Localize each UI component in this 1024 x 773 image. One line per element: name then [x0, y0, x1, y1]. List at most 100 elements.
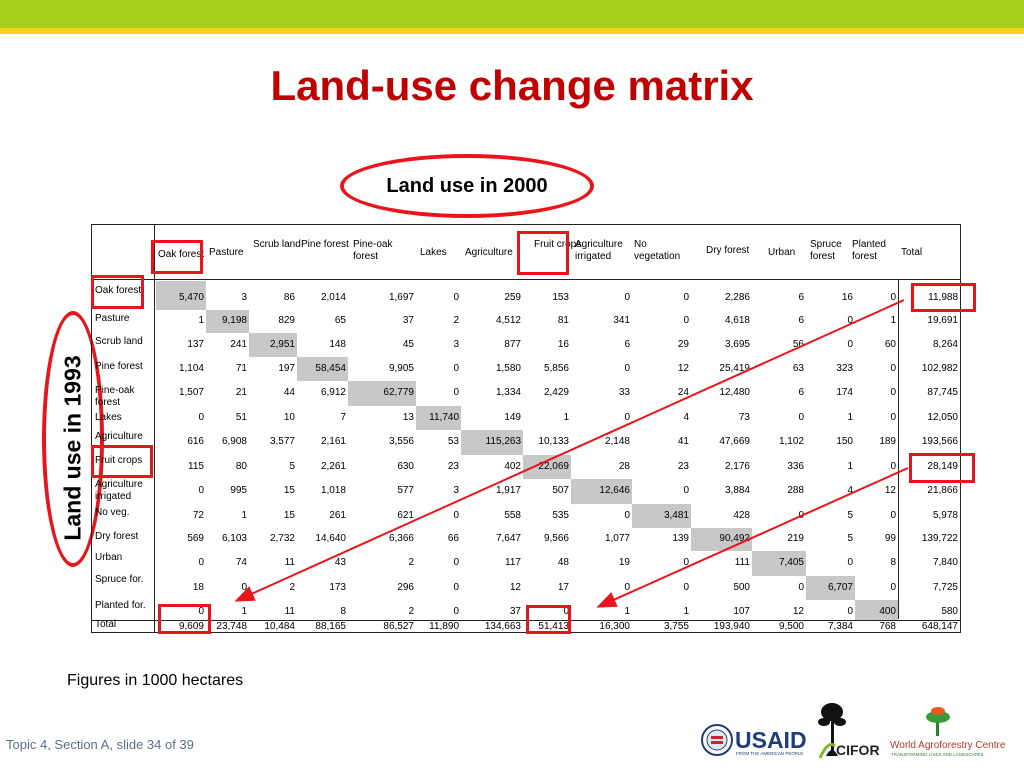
matrix-cell: 12 — [792, 606, 804, 617]
matrix-cell: 1,917 — [495, 485, 521, 496]
row-header: Scrub land — [95, 336, 143, 347]
matrix-cell: 7,405 — [778, 557, 804, 568]
matrix-cell: 877 — [504, 339, 521, 350]
column-header: Agriculture — [465, 247, 513, 258]
column-header: Scrub land — [253, 239, 301, 250]
matrix-cell: 2 — [453, 315, 459, 326]
matrix-cell: 1 — [890, 315, 896, 326]
matrix-cell: 15 — [283, 510, 295, 521]
matrix-cell: 6 — [624, 339, 630, 350]
matrix-cell: 1,104 — [178, 363, 204, 374]
matrix-cell: 0 — [198, 485, 204, 496]
highlight-fruit-crops-row — [91, 445, 153, 478]
matrix-cell: 0 — [890, 510, 896, 521]
matrix-cell: 1 — [563, 412, 569, 423]
matrix-cell: 5,856 — [543, 363, 569, 374]
label-column-divider — [154, 225, 155, 632]
matrix-cell: 4,512 — [495, 315, 521, 326]
matrix-cell: 17 — [557, 582, 569, 593]
header-band-yellow — [0, 28, 1024, 34]
land-use-1993-label: Land use in 1993 — [59, 355, 86, 541]
icraf-tree-icon — [926, 707, 950, 736]
matrix-cell: 0 — [683, 582, 689, 593]
diagonal-shade — [156, 281, 206, 310]
matrix-cell: 193,940 — [713, 621, 750, 632]
matrix-cell: 80 — [235, 461, 247, 472]
column-header: Pine forest — [301, 239, 349, 250]
matrix-cell: 1 — [198, 315, 204, 326]
usaid-tagline: FROM THE AMERICAN PEOPLE — [736, 751, 803, 756]
matrix-cell: 6 — [798, 292, 804, 303]
matrix-cell: 0 — [198, 606, 204, 617]
highlight-fruit-crops-total — [909, 453, 975, 483]
matrix-cell: 139,722 — [921, 533, 958, 544]
highlight-oak-forest-total — [911, 283, 976, 312]
matrix-cell: 558 — [504, 510, 521, 521]
matrix-cell: 1,018 — [320, 485, 346, 496]
matrix-cell: 0 — [453, 582, 459, 593]
matrix-cell: 86,527 — [383, 621, 414, 632]
matrix-cell: 402 — [504, 461, 521, 472]
matrix-cell: 1,077 — [604, 533, 630, 544]
matrix-cell: 0 — [798, 510, 804, 521]
matrix-cell: 9,198 — [221, 315, 247, 326]
highlight-oak-forest-row — [91, 275, 144, 309]
matrix-cell: 6 — [798, 387, 804, 398]
matrix-cell: 0 — [890, 582, 896, 593]
matrix-cell: 3 — [453, 339, 459, 350]
row-header: Total — [95, 619, 117, 630]
matrix-cell: 1 — [241, 606, 247, 617]
matrix-cell: 0 — [890, 461, 896, 472]
matrix-cell: 8,264 — [932, 339, 958, 350]
matrix-cell: 62,779 — [383, 387, 414, 398]
matrix-cell: 148 — [329, 339, 346, 350]
matrix-cell: 3,755 — [663, 621, 689, 632]
row-header: Fruit crops — [95, 455, 143, 466]
matrix-cell: 16 — [557, 339, 569, 350]
matrix-cell: 3,577 — [269, 436, 295, 447]
matrix-cell: 115,263 — [485, 436, 521, 447]
matrix-cell: 5 — [847, 510, 853, 521]
matrix-cell: 43 — [334, 557, 346, 568]
matrix-cell: 577 — [397, 485, 414, 496]
matrix-cell: 86 — [283, 292, 295, 303]
row-header: Pasture — [95, 313, 130, 324]
matrix-cell: 1,580 — [495, 363, 521, 374]
matrix-cell: 630 — [397, 461, 414, 472]
column-header: Dry forest — [706, 245, 750, 256]
row-header: Planted for. — [95, 600, 146, 611]
matrix-cell: 45 — [402, 339, 414, 350]
matrix-cell: 2,429 — [543, 387, 569, 398]
matrix-cell: 0 — [683, 315, 689, 326]
matrix-cell: 47,669 — [719, 436, 750, 447]
matrix-cell: 174 — [836, 387, 853, 398]
matrix-cell: 22,069 — [538, 461, 569, 472]
matrix-cell: 12,480 — [719, 387, 750, 398]
footnote: Figures in 1000 hectares — [67, 672, 244, 689]
icraf-tagline: TRANSFORMING LIVES AND LANDSCAPES — [891, 752, 984, 757]
matrix-cell: 0 — [798, 412, 804, 423]
matrix-cell: 1 — [683, 606, 689, 617]
matrix-cell: 400 — [879, 606, 896, 617]
column-header: Fruit crops — [534, 239, 582, 250]
matrix-cell: 115 — [188, 461, 204, 472]
matrix-cell: 11,988 — [928, 292, 958, 303]
matrix-cell: 259 — [504, 292, 521, 303]
matrix-cell: 1,102 — [778, 436, 804, 447]
matrix-cell: 11 — [284, 557, 295, 568]
matrix-cell: 0 — [624, 363, 630, 374]
matrix-cell: 219 — [787, 533, 804, 544]
matrix-cell: 995 — [230, 485, 247, 496]
matrix-cell: 0 — [890, 412, 896, 423]
matrix-cell: 11,740 — [429, 412, 459, 423]
matrix-cell: 507 — [552, 485, 569, 496]
matrix-cell: 5 — [289, 461, 295, 472]
matrix-cell: 500 — [733, 582, 750, 593]
row-header: Agriculture irrigated — [95, 479, 143, 502]
land-use-2000-label: Land use in 2000 — [386, 174, 548, 197]
matrix-cell: 10,484 — [264, 621, 295, 632]
matrix-cell: 0 — [624, 412, 630, 423]
matrix-cell: 11 — [284, 606, 295, 617]
matrix-cell: 90,492 — [719, 533, 750, 544]
slide-title: Land-use change matrix — [270, 62, 754, 109]
